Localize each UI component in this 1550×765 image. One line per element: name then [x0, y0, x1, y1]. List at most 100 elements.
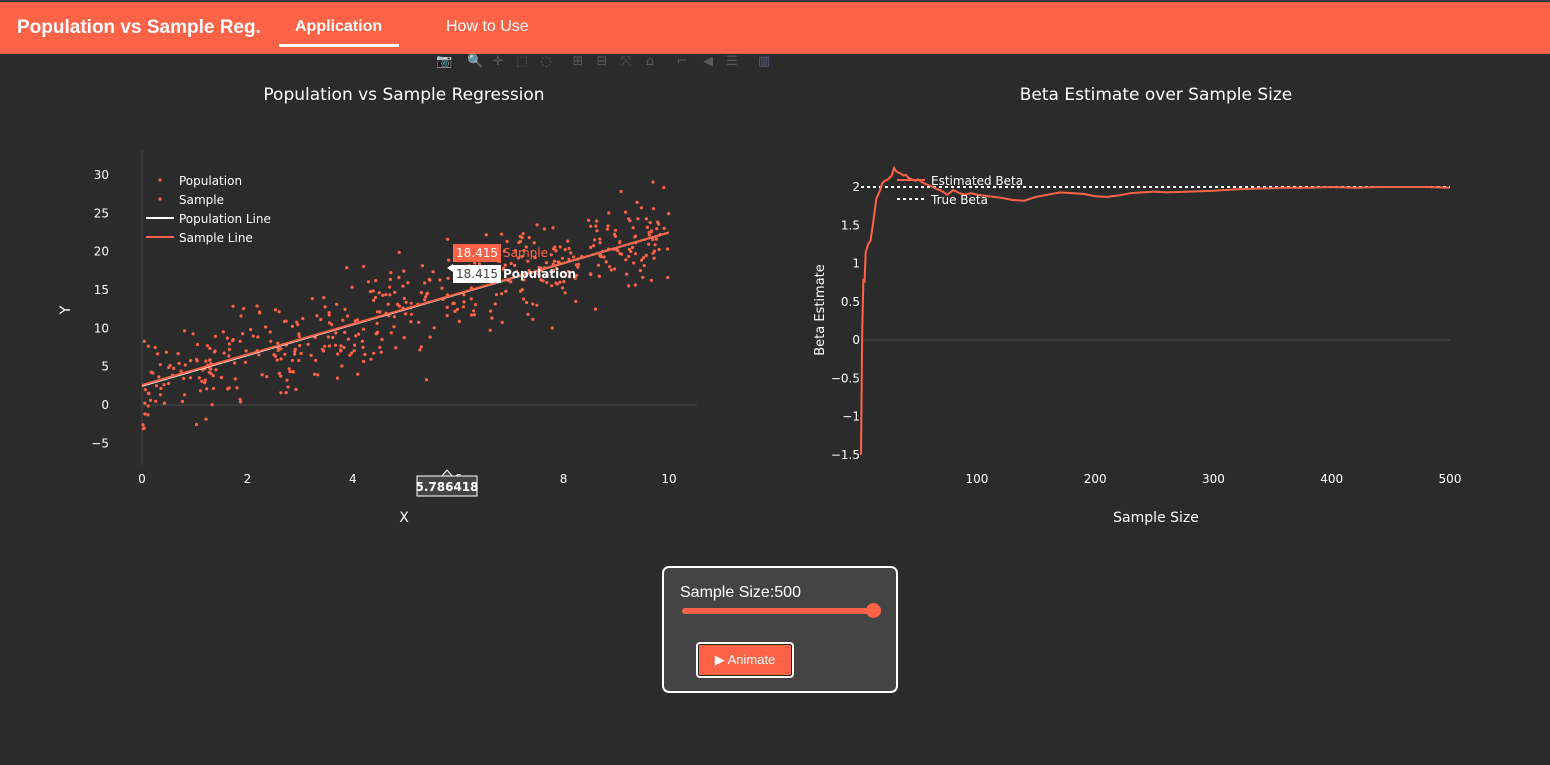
sample-point [531, 302, 535, 306]
sample-point [238, 397, 242, 401]
beta-chart: Beta Estimate over Sample Size Sample Si… [813, 85, 1461, 526]
legend-population-line-label[interactable]: Population Line [179, 212, 271, 226]
legend-population-label[interactable]: Population [179, 174, 242, 188]
sample-point [438, 278, 442, 282]
sample-point [635, 200, 639, 204]
estimated-beta-line [860, 165, 1451, 455]
sample-point [502, 249, 506, 253]
regression-y-tick-label: 20 [94, 245, 109, 259]
legend-estimated-beta-label[interactable]: Estimated Beta [931, 174, 1023, 188]
sample-point [371, 289, 375, 293]
sample-point [257, 353, 261, 357]
sample-point [394, 346, 398, 350]
sample-point [301, 317, 305, 321]
sample-point [520, 255, 524, 259]
sample-point [154, 384, 159, 388]
zoom-out-icon[interactable]: ⊟ [596, 54, 608, 69]
sample-point [297, 358, 301, 363]
tab-application[interactable]: Application [295, 18, 383, 35]
sample-point [239, 400, 243, 404]
sample-point [526, 312, 530, 316]
beta-y-axis-label: Beta Estimate [813, 264, 828, 356]
sample-point [551, 226, 555, 230]
sample-point [200, 379, 204, 383]
regression-y-axis-label: Y [58, 305, 74, 315]
sample-point [472, 309, 476, 313]
sample-point [265, 375, 269, 379]
sample-point [205, 387, 209, 391]
sample-size-slider-thumb[interactable] [866, 603, 881, 618]
sample-point [484, 233, 488, 237]
lasso-icon[interactable]: ◌ [540, 54, 552, 69]
sample-point [235, 386, 239, 390]
sample-point [342, 345, 346, 350]
sample-point [447, 258, 451, 262]
sample-point [168, 363, 172, 368]
camera-icon[interactable]: 📷 [436, 54, 453, 69]
sample-point [141, 423, 145, 427]
tab-how-to-use[interactable]: How to Use [446, 18, 529, 35]
sample-point [389, 271, 393, 275]
sample-point [293, 352, 297, 356]
sample-point [377, 291, 381, 295]
legend-sample-line-label[interactable]: Sample Line [179, 231, 253, 245]
box-select-icon[interactable]: ⬚ [515, 54, 529, 69]
sample-point [293, 349, 297, 353]
sample-point [204, 359, 208, 363]
sample-point [353, 319, 357, 323]
spike-lines-icon[interactable]: ⌐ [676, 54, 688, 69]
sample-point [227, 354, 231, 358]
sample-point [608, 265, 612, 269]
sample-point [627, 247, 632, 251]
sample-point [613, 228, 618, 232]
hover-closest-icon[interactable]: ◀ [703, 54, 713, 69]
sample-point [172, 366, 176, 370]
autoscale-icon[interactable]: ⤧ [620, 54, 632, 69]
sample-point [272, 353, 276, 357]
legend-true-beta-label[interactable]: True Beta [930, 193, 988, 207]
sample-point [593, 238, 597, 242]
sample-point [195, 357, 199, 362]
sample-point [558, 280, 562, 284]
home-icon[interactable]: ⌂ [645, 54, 655, 69]
regression-x-tick-label: 0 [138, 472, 146, 486]
sample-point [473, 261, 477, 265]
sample-point [462, 293, 466, 297]
sample-point [401, 284, 405, 288]
sample-point [362, 327, 366, 331]
zoom-in-icon[interactable]: ⊞ [572, 54, 584, 69]
sample-point [208, 358, 212, 362]
sample-point [295, 320, 299, 324]
zoom-icon[interactable]: 🔍 [467, 54, 484, 69]
sample-point [283, 352, 287, 356]
animate-button[interactable]: ▶ Animate [696, 642, 794, 678]
legend-sample-label[interactable]: Sample [179, 193, 224, 207]
sample-point [651, 180, 655, 184]
sample-size-slider-track[interactable] [682, 608, 874, 614]
sample-point [532, 241, 536, 245]
sample-point [574, 299, 578, 303]
sample-point [393, 290, 397, 294]
sample-point [576, 265, 580, 269]
sample-point [341, 318, 345, 322]
hover-compare-icon[interactable]: ☰ [726, 54, 738, 69]
sample-point [542, 227, 547, 231]
hover-tooltips: 18.415 Sample 18.415 Population 5.786418 [415, 244, 576, 497]
sample-point [642, 256, 646, 260]
sample-point [226, 387, 230, 391]
sample-point [500, 320, 504, 324]
sample-point [461, 305, 466, 309]
plotly-logo-icon[interactable]: ▥ [757, 54, 771, 69]
hover-population-label: Population [503, 267, 576, 281]
sample-point [500, 292, 504, 296]
sample-point [279, 391, 283, 395]
sample-point [647, 242, 651, 246]
sample-point [513, 249, 518, 253]
pan-icon[interactable]: ✛ [492, 54, 504, 69]
sample-point [652, 256, 656, 260]
sample-point [264, 325, 268, 329]
sample-point [644, 253, 648, 257]
sample-point [331, 335, 335, 340]
sample-point [335, 302, 339, 306]
sample-point [354, 334, 358, 338]
